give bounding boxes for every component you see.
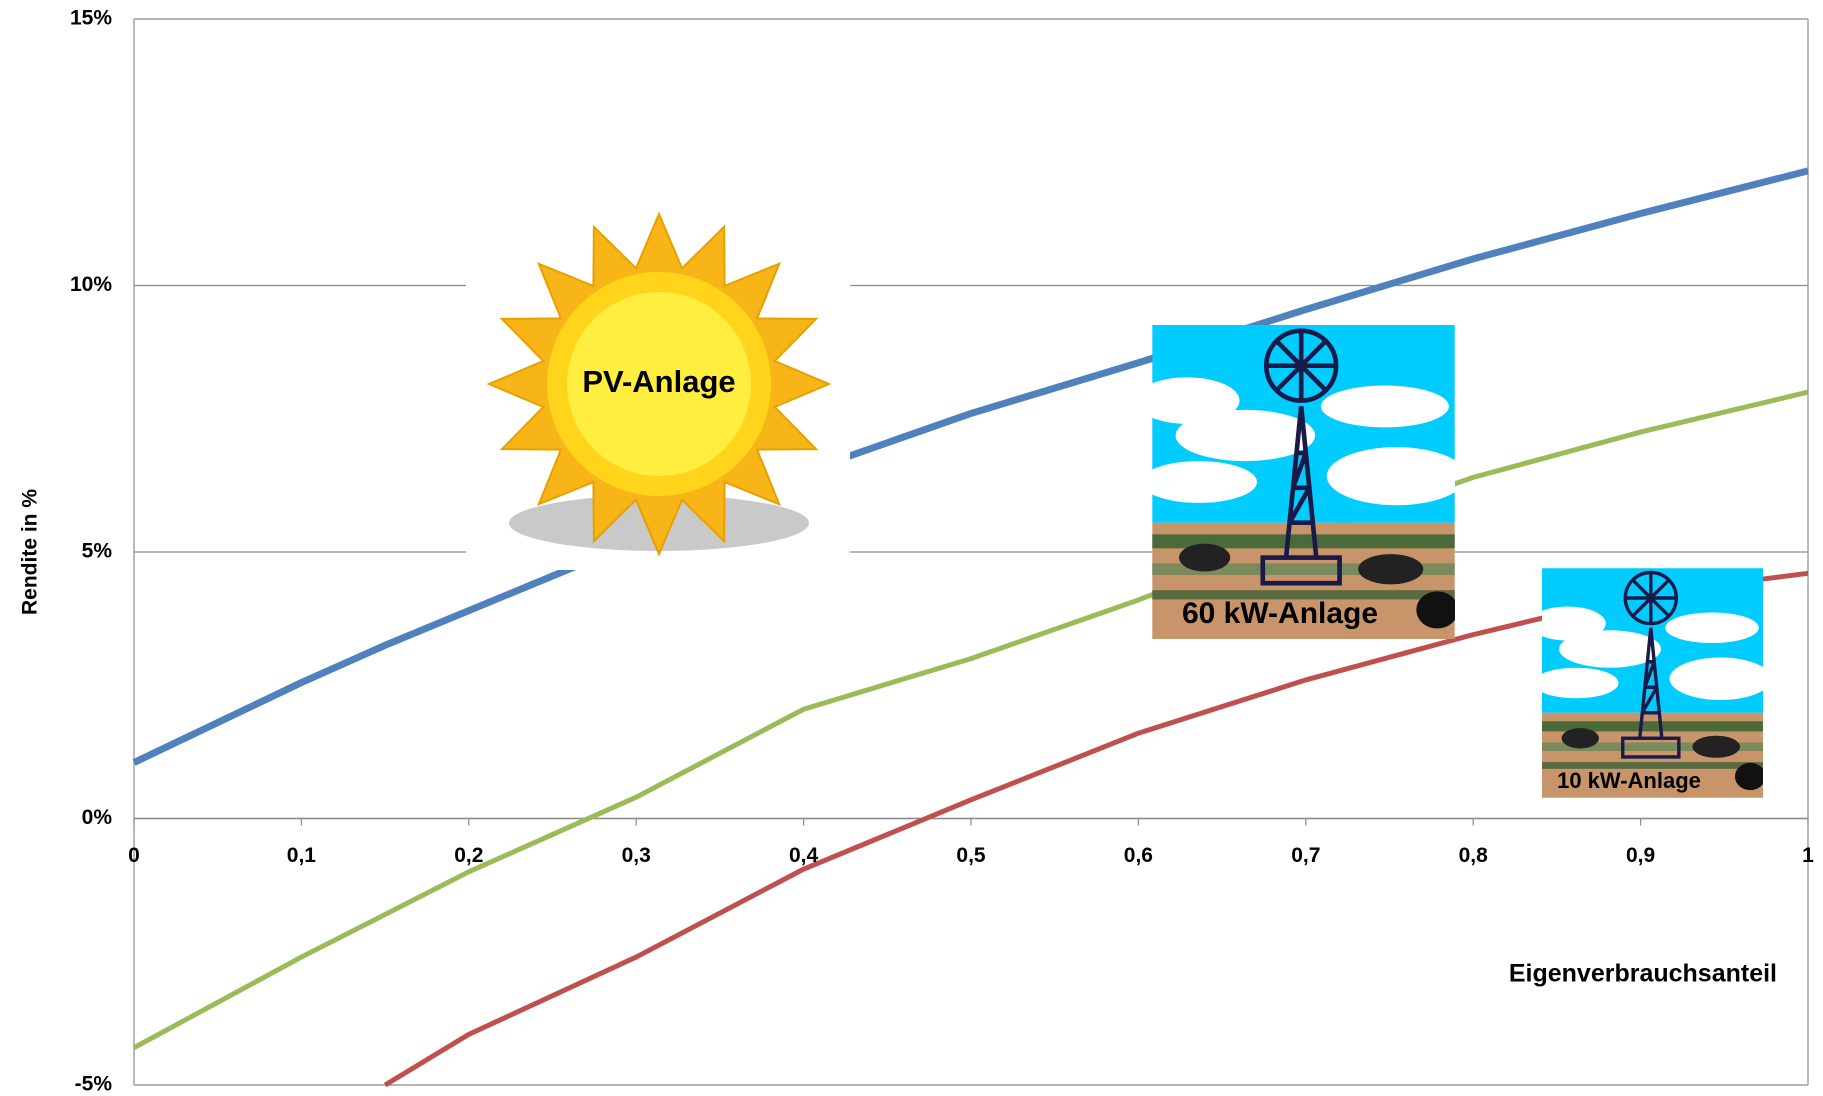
x-tick-label: 0,5 — [956, 844, 986, 867]
x-tick-label: 0 — [128, 844, 140, 867]
windmill-picture: 10 kW-Anlage — [1542, 568, 1763, 798]
y-tick-label: 15% — [70, 7, 112, 30]
x-tick-label: 0,8 — [1459, 844, 1489, 867]
y-tick-label: 10% — [70, 273, 112, 296]
x-tick-label: 0,9 — [1626, 844, 1655, 867]
series-line — [132, 389, 1809, 1050]
pictures: PV-Anlage 60 kW-Anlage 10 kW-Anlage — [466, 211, 1763, 798]
x-tick-label: 0,6 — [1124, 844, 1153, 867]
x-tick-label: 0,7 — [1291, 844, 1320, 867]
x-axis-title: Eigenverbrauchsanteil — [1509, 960, 1777, 988]
series-line — [132, 167, 1809, 766]
y-tick-label: 0% — [82, 806, 113, 829]
annotation: 10 kW-Anlage — [1557, 768, 1701, 793]
x-tick-label: 0,4 — [789, 844, 819, 867]
grid — [133, 18, 1809, 1086]
sun-picture: PV-Anlage — [466, 211, 850, 570]
x-tick-label: 0,2 — [454, 844, 483, 867]
windmill-picture: 60 kW-Anlage — [1135, 325, 1466, 639]
x-tick-label: 0,3 — [622, 844, 651, 867]
x-tick-label: 1 — [1802, 844, 1814, 867]
y-axis-title: Rendite in % — [19, 489, 42, 615]
y-tick-label: 5% — [82, 540, 113, 563]
annotation: PV-Anlage — [582, 364, 735, 399]
annotation: 60 kW-Anlage — [1182, 597, 1378, 630]
y-tick-label: -5% — [75, 1073, 113, 1096]
x-tick-label: 0,1 — [287, 844, 317, 867]
